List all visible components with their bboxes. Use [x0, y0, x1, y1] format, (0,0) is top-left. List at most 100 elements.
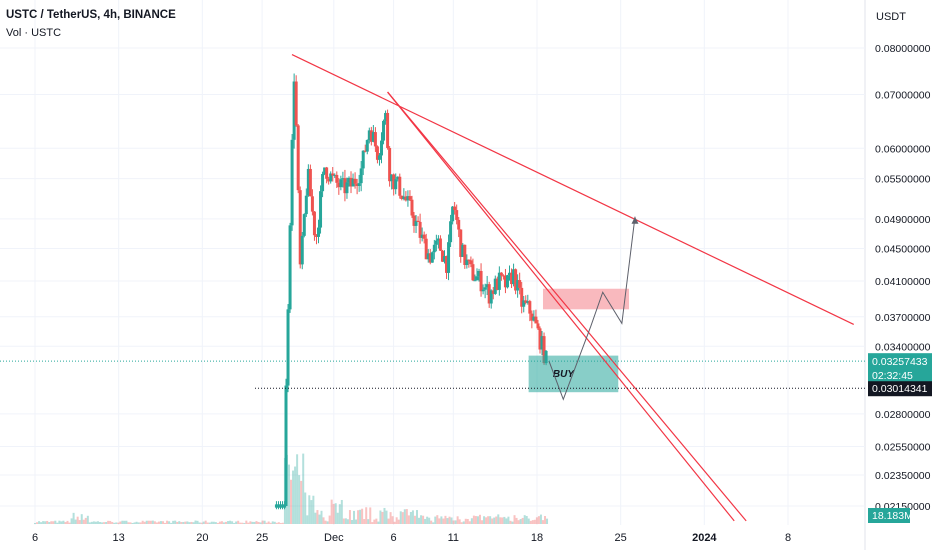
candle-body [469, 260, 473, 265]
volume-bar [127, 522, 130, 524]
candle-body [394, 179, 398, 190]
candle-body [306, 168, 310, 196]
volume-bar [186, 521, 189, 524]
candle-body [516, 280, 520, 291]
volume-bar [192, 522, 195, 524]
candle-body [414, 220, 418, 226]
volume-bar [318, 514, 321, 524]
volume-bar [220, 521, 223, 524]
volume-bar [107, 520, 110, 524]
candle-body [528, 301, 532, 314]
volume-bar [143, 521, 146, 524]
volume-bar [367, 519, 370, 524]
candle-body [489, 290, 493, 304]
candle-body [355, 183, 359, 187]
candle-body [347, 177, 351, 183]
candle-body [284, 385, 288, 506]
candle-body [420, 234, 424, 238]
volume-bar [137, 522, 140, 524]
volume-bar [298, 475, 301, 524]
candle-body [461, 244, 465, 257]
volume-bar [397, 519, 400, 524]
candle-body [424, 238, 428, 260]
volume-bar [422, 515, 425, 524]
volume-bar [509, 520, 512, 524]
volume-bar [446, 518, 449, 524]
volume-bar [357, 510, 360, 524]
volume-bar [413, 515, 416, 524]
volume-bar [265, 522, 268, 524]
candle-body [416, 220, 420, 222]
volume-bar [172, 520, 175, 524]
candle-body [410, 199, 414, 216]
volume-bar [149, 520, 152, 524]
candle-body [445, 256, 449, 273]
candle-body [400, 195, 404, 200]
candle-body [522, 300, 526, 307]
candle-body [384, 112, 388, 121]
volume-bar [155, 522, 158, 524]
volume-bar [131, 522, 134, 524]
candle-body [325, 167, 329, 179]
candle-body [532, 316, 536, 321]
candle-body [343, 178, 347, 194]
volume-bar [369, 507, 372, 524]
candle-body [323, 167, 327, 175]
candle-body [493, 278, 497, 294]
candle-body [467, 259, 471, 261]
volume-bar [365, 507, 368, 524]
volume-bar [442, 518, 445, 524]
volume-bar [320, 510, 323, 524]
candle-body [495, 278, 499, 290]
candle-body [373, 132, 377, 147]
volume-bar [478, 514, 481, 524]
volume-bar [245, 520, 248, 524]
volume-bar [344, 518, 347, 524]
volume-bar [54, 520, 57, 524]
volume-bar [279, 522, 282, 524]
volume-bar [411, 510, 414, 524]
volume-bar [481, 520, 484, 524]
volume-bar [237, 520, 240, 524]
volume-bar [76, 516, 79, 524]
volume-bar [454, 520, 457, 524]
volume-bar [233, 522, 236, 524]
volume-bar [190, 521, 193, 524]
volume-bar [405, 509, 408, 524]
volume-bar [113, 522, 116, 524]
volume-bar [202, 521, 205, 524]
volume-bar [206, 522, 209, 524]
y-tick-label: 0.03700000 [875, 312, 931, 324]
volume-bar [525, 516, 528, 524]
candle-body [404, 196, 408, 201]
volume-bar [82, 519, 85, 524]
candle-body [501, 275, 505, 277]
x-tick-label: 13 [113, 532, 125, 544]
volume-bar [355, 519, 358, 524]
volume-bar [444, 515, 447, 524]
volume-bar [249, 521, 252, 524]
chart-title: USTC / TetherUS, 4h, BINANCE [6, 9, 176, 21]
volume-bar [470, 518, 473, 524]
volume-bar [38, 521, 41, 524]
volume-bar [395, 517, 398, 524]
y-tick-label: 0.06000000 [875, 143, 931, 155]
volume-bar [40, 522, 43, 524]
candle-body [505, 275, 509, 288]
volume-bar [198, 522, 201, 524]
volume-bar [328, 515, 331, 524]
x-tick-label: Dec [324, 532, 344, 544]
volume-bar [253, 521, 256, 524]
volume-bar [96, 521, 99, 524]
x-tick-label: 25 [615, 532, 627, 544]
candle-body [369, 130, 373, 142]
volume-bar [393, 521, 396, 524]
volume-bar [379, 510, 382, 524]
volume-bar [176, 521, 179, 524]
x-tick-label: 2024 [692, 532, 717, 544]
candle-body [292, 81, 296, 140]
volume-bar [348, 510, 351, 524]
volume-bar [188, 522, 191, 524]
candle-body [290, 139, 294, 226]
